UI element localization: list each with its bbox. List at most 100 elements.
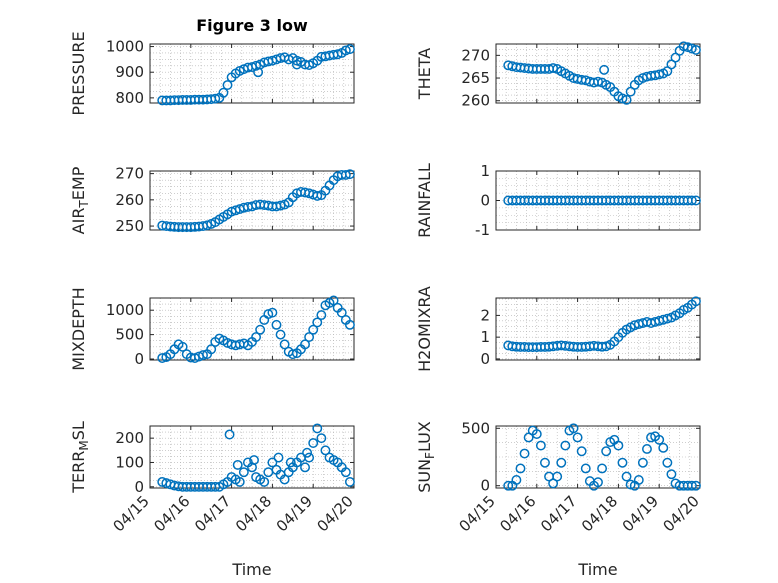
data-point bbox=[202, 220, 213, 231]
data-point bbox=[642, 444, 652, 454]
data-point bbox=[177, 341, 188, 352]
data-point bbox=[568, 423, 579, 434]
subplot-2: 260 265 270 THETA bbox=[415, 41, 701, 110]
data-point bbox=[336, 307, 347, 318]
data-point bbox=[304, 332, 315, 343]
y-tick-label: 0 bbox=[134, 350, 144, 368]
y-tick-label: 260 bbox=[115, 191, 144, 209]
y-tick-label: 1000 bbox=[106, 38, 144, 56]
data-point bbox=[593, 76, 603, 87]
y-tick-label: 800 bbox=[115, 89, 144, 107]
y-tick-label: 0 bbox=[480, 192, 490, 210]
data-point bbox=[540, 457, 550, 468]
data-point bbox=[312, 423, 323, 434]
data-point bbox=[255, 324, 266, 335]
data-point bbox=[576, 446, 587, 457]
data-point bbox=[210, 93, 221, 104]
data-point bbox=[340, 467, 351, 478]
y-tick-label: 500 bbox=[461, 419, 490, 437]
x-axis-label: Time bbox=[577, 560, 617, 579]
data-point bbox=[198, 350, 208, 361]
data-point bbox=[531, 429, 542, 439]
data-point bbox=[535, 440, 546, 451]
axes-box bbox=[495, 43, 701, 104]
y-tick-label: 0 bbox=[480, 350, 490, 368]
data-point bbox=[328, 295, 339, 306]
data-point bbox=[340, 169, 351, 180]
y-tick-label: 250 bbox=[115, 217, 144, 235]
data-point bbox=[251, 60, 262, 71]
y-tick-label: 270 bbox=[115, 165, 144, 183]
data-point bbox=[662, 457, 673, 468]
chart-title: Figure 3 low bbox=[196, 16, 308, 35]
series-points bbox=[157, 169, 355, 233]
y-tick-label: 1 bbox=[480, 162, 490, 180]
data-point bbox=[690, 44, 701, 55]
data-point bbox=[312, 317, 323, 328]
data-point bbox=[666, 469, 677, 480]
data-point bbox=[312, 190, 323, 201]
axes-border bbox=[495, 297, 701, 361]
y-tick-label: 260 bbox=[461, 92, 490, 110]
data-point bbox=[279, 474, 290, 485]
data-point bbox=[287, 349, 298, 360]
subplot-3: 250 260 270 AIRTEMP bbox=[69, 165, 355, 235]
data-point bbox=[267, 457, 278, 468]
axes-box bbox=[149, 170, 355, 231]
subplot-6: 0 1 2 H2OMIXRA bbox=[415, 286, 701, 372]
series-points bbox=[157, 423, 355, 492]
axes-border bbox=[495, 43, 701, 104]
data-point bbox=[552, 471, 563, 482]
data-point bbox=[232, 459, 243, 470]
data-point bbox=[519, 448, 530, 459]
data-point bbox=[621, 94, 632, 105]
y-axis-label: H2OMIXRA bbox=[415, 286, 434, 372]
data-point bbox=[637, 457, 648, 468]
y-axis-label: TERRMSL bbox=[69, 421, 91, 494]
subplot-4: -1 0 1 RAINFALL bbox=[415, 162, 701, 239]
y-tick-label: 1 bbox=[480, 328, 490, 346]
data-point bbox=[238, 467, 249, 478]
data-point bbox=[658, 442, 669, 453]
data-point bbox=[515, 463, 526, 474]
data-point bbox=[273, 452, 284, 463]
data-point bbox=[291, 59, 302, 70]
x-tick-label: 04/18 bbox=[232, 492, 275, 535]
series-points bbox=[503, 195, 701, 206]
y-axis-label: THETA bbox=[415, 48, 434, 100]
data-point bbox=[275, 329, 286, 340]
x-tick-label: 04/16 bbox=[496, 492, 539, 535]
data-point bbox=[285, 457, 296, 468]
series-points bbox=[503, 41, 701, 105]
y-tick-label: 265 bbox=[461, 69, 490, 87]
x-tick-label: 04/20 bbox=[314, 492, 357, 535]
y-tick-label: 200 bbox=[115, 429, 144, 447]
data-point bbox=[340, 45, 351, 56]
data-point bbox=[344, 319, 355, 330]
data-point bbox=[224, 429, 235, 440]
data-point bbox=[279, 339, 290, 350]
data-point bbox=[601, 446, 612, 457]
data-point bbox=[344, 476, 355, 487]
y-tick-label: 0 bbox=[134, 478, 144, 496]
y-axis-label: MIXDEPTH bbox=[69, 287, 88, 370]
subplot-1: 800 900 1000 PRESSURE Figure 3 low bbox=[69, 16, 355, 116]
data-point bbox=[300, 339, 310, 350]
data-point bbox=[251, 332, 262, 343]
axes-border bbox=[149, 43, 355, 104]
data-point bbox=[654, 69, 665, 80]
data-point bbox=[556, 457, 567, 468]
y-tick-label: -1 bbox=[475, 221, 490, 239]
data-point bbox=[308, 324, 319, 335]
data-point bbox=[580, 463, 591, 474]
data-point bbox=[633, 475, 644, 485]
x-tick-label: 04/19 bbox=[619, 492, 662, 535]
data-point bbox=[560, 440, 571, 451]
data-point bbox=[597, 463, 608, 474]
data-point bbox=[690, 195, 701, 206]
data-point bbox=[625, 479, 636, 490]
x-tick-label: 04/15 bbox=[456, 492, 499, 535]
x-tick-label: 04/15 bbox=[110, 492, 153, 535]
